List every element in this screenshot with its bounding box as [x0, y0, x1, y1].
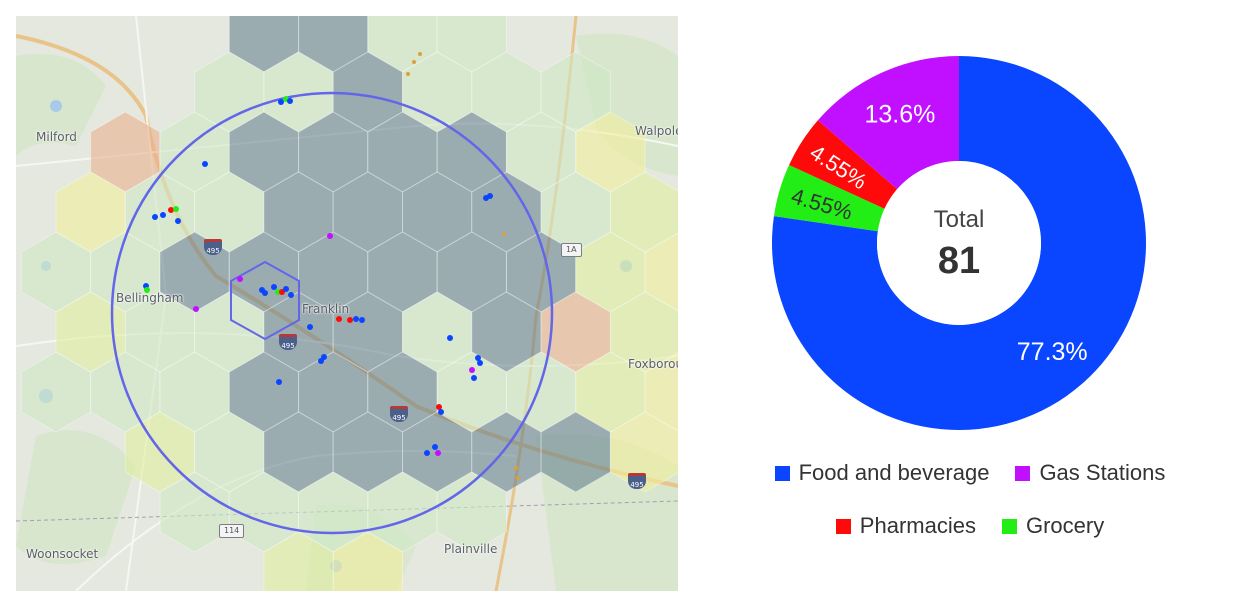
category-chart-panel: 77.3% 4.55% 4.55% 13.6% Total 81 Food and b… — [700, 0, 1240, 608]
route-shield-1a: 1A — [561, 243, 582, 257]
poi-marker[interactable] — [514, 466, 518, 470]
route-shield-114: 114 — [219, 524, 245, 538]
town-label-franklin: Franklin — [302, 302, 350, 316]
legend-label: Food and beverage — [798, 460, 990, 485]
poi-marker[interactable] — [283, 286, 289, 292]
poi-marker[interactable] — [359, 317, 365, 323]
hexbin-cell[interactable] — [159, 471, 230, 553]
town-label-plainville: Plainville — [444, 542, 498, 556]
legend-label: Gas Stations — [1039, 460, 1166, 485]
poi-marker[interactable] — [173, 206, 179, 212]
poi-marker[interactable] — [175, 218, 181, 224]
donut-center-label: Total — [934, 206, 985, 233]
poi-marker[interactable] — [406, 72, 410, 76]
poi-marker[interactable] — [447, 335, 453, 341]
hexbin-cell[interactable] — [436, 471, 507, 553]
town-label-milford: Milford — [36, 130, 77, 144]
legend-item-pharmacies[interactable]: Pharmacies — [835, 513, 976, 539]
legend-swatch-gas-stations — [1015, 465, 1031, 481]
legend-row-1: Food and beverage Gas Stations — [700, 460, 1240, 486]
hexbin-cell[interactable] — [644, 232, 678, 312]
poi-marker[interactable] — [276, 379, 282, 385]
hexbin-cell[interactable] — [332, 531, 403, 591]
poi-marker[interactable] — [193, 306, 199, 312]
poi-marker[interactable] — [237, 276, 243, 282]
poi-marker[interactable] — [418, 52, 422, 56]
donut-total-value: 81 — [938, 240, 980, 282]
interstate-495-shield: 495 — [204, 239, 222, 255]
interstate-495-shield: 495 — [390, 406, 408, 422]
poi-marker[interactable] — [516, 476, 520, 480]
poi-marker[interactable] — [288, 292, 294, 298]
poi-marker[interactable] — [278, 99, 284, 105]
interstate-495-shield: 495 — [279, 334, 297, 350]
legend-item-grocery[interactable]: Grocery — [1001, 513, 1105, 539]
poi-marker[interactable] — [502, 232, 506, 236]
donut-slice-label: 13.6% — [865, 100, 936, 128]
poi-marker[interactable] — [152, 214, 158, 220]
hexbin-cell[interactable] — [609, 411, 678, 493]
radius-circle — [110, 91, 554, 535]
poi-marker[interactable] — [287, 98, 293, 104]
poi-marker[interactable] — [353, 316, 359, 322]
legend-swatch-pharmacies — [835, 518, 851, 534]
poi-marker[interactable] — [262, 290, 268, 296]
legend-swatch-grocery — [1001, 518, 1017, 534]
poi-marker[interactable] — [160, 212, 166, 218]
poi-layer — [143, 52, 520, 480]
poi-marker[interactable] — [469, 367, 475, 373]
donut-slice-gas-stations[interactable] — [817, 56, 959, 190]
town-label-foxborough: Foxborou — [628, 357, 678, 371]
poi-marker[interactable] — [475, 355, 481, 361]
legend-label: Grocery — [1025, 513, 1105, 538]
legend-swatch-food-and-beverage — [774, 465, 790, 481]
donut-slice-pharmacies[interactable] — [789, 120, 898, 209]
town-label-woonsocket: Woonsocket — [26, 547, 99, 561]
poi-marker[interactable] — [412, 60, 416, 64]
donut-slice-food-and-beverage[interactable] — [772, 56, 1146, 430]
legend-item-food-and-beverage[interactable]: Food and beverage — [774, 460, 990, 486]
poi-marker[interactable] — [432, 444, 438, 450]
legend-row-2: Pharmacies Grocery — [700, 513, 1240, 539]
hexbin-cell[interactable] — [644, 352, 678, 432]
poi-marker[interactable] — [438, 409, 444, 415]
hexbin-cell[interactable] — [20, 351, 92, 433]
poi-marker[interactable] — [435, 450, 441, 456]
poi-marker[interactable] — [336, 316, 342, 322]
town-label-bellingham: Bellingham — [116, 291, 184, 305]
poi-marker[interactable] — [202, 161, 208, 167]
poi-marker[interactable] — [168, 207, 174, 213]
town-label-walpole: Walpole — [635, 124, 678, 138]
donut-slice-label: 77.3% — [1017, 338, 1088, 366]
map-canvas[interactable] — [16, 16, 678, 591]
legend-item-gas-stations[interactable]: Gas Stations — [1015, 460, 1165, 486]
selected-hex[interactable] — [230, 260, 300, 341]
poi-marker[interactable] — [347, 317, 353, 323]
poi-marker[interactable] — [477, 360, 483, 366]
poi-marker[interactable] — [318, 358, 324, 364]
interstate-495-shield: 495 — [628, 473, 646, 489]
legend-label: Pharmacies — [859, 513, 976, 538]
poi-marker[interactable] — [271, 284, 277, 290]
poi-marker[interactable] — [327, 233, 333, 239]
poi-marker[interactable] — [424, 450, 430, 456]
donut-slice-grocery[interactable] — [773, 164, 885, 232]
donut-slices — [772, 56, 1146, 430]
donut-chart: 77.3%4.55%4.55%13.6% Total 81 — [772, 56, 1146, 430]
poi-marker[interactable] — [307, 324, 313, 330]
poi-marker[interactable] — [471, 375, 477, 381]
poi-marker[interactable] — [144, 287, 150, 293]
map-view[interactable]: Milford Walpole Bellingham Franklin Foxb… — [16, 16, 678, 591]
poi-marker[interactable] — [436, 404, 442, 410]
donut-hole — [877, 161, 1041, 325]
poi-marker[interactable] — [487, 193, 493, 199]
hexbin-layer — [20, 16, 678, 591]
